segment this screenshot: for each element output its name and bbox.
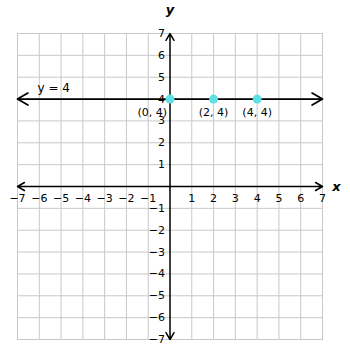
svg-text:−1: −1 [149,202,165,215]
svg-text:4: 4 [254,192,261,205]
svg-text:−2: −2 [118,192,134,205]
svg-text:6: 6 [297,192,304,205]
svg-text:2: 2 [158,136,165,149]
svg-text:(4, 4): (4, 4) [242,106,272,119]
svg-text:1: 1 [158,158,165,171]
svg-text:−4: −4 [75,192,91,205]
svg-text:(0, 4): (0, 4) [137,106,167,119]
svg-text:x: x [331,179,341,194]
svg-text:−5: −5 [149,289,165,302]
svg-text:−4: −4 [149,267,165,280]
svg-text:2: 2 [210,192,217,205]
svg-text:−1: −1 [140,192,157,205]
svg-text:5: 5 [275,192,282,205]
svg-text:7: 7 [319,192,326,205]
svg-text:y = 4: y = 4 [38,81,70,95]
svg-text:−3: −3 [149,246,165,259]
svg-text:3: 3 [232,192,239,205]
svg-text:−7: −7 [9,192,25,205]
svg-text:4: 4 [158,92,165,106]
svg-text:5: 5 [158,71,165,84]
svg-text:y: y [166,2,175,17]
svg-text:3: 3 [158,114,165,128]
svg-text:−6: −6 [149,311,165,324]
svg-text:−2: −2 [149,224,165,237]
svg-text:−7: −7 [149,333,165,346]
svg-text:7: 7 [158,27,165,40]
svg-text:1: 1 [188,192,195,205]
svg-text:−3: −3 [97,192,113,205]
svg-text:−6: −6 [31,192,47,205]
svg-text:6: 6 [158,49,165,62]
svg-text:−5: −5 [53,192,69,205]
svg-text:(2, 4): (2, 4) [199,106,229,119]
